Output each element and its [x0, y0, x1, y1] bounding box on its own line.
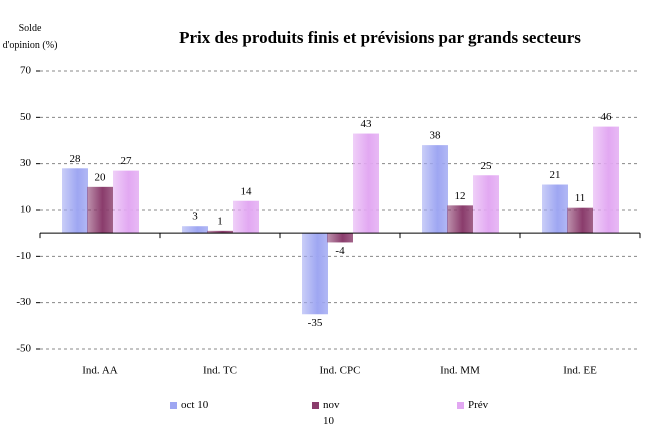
- y-tick-label: 50: [20, 111, 32, 123]
- bar: [567, 207, 593, 234]
- x-tick-label: Ind. EE: [563, 365, 597, 377]
- data-label: 43: [361, 118, 373, 130]
- bar: [327, 233, 353, 243]
- bar: [593, 126, 619, 234]
- bar: [542, 184, 568, 234]
- data-label: 21: [550, 169, 561, 181]
- legend-swatch: [312, 402, 319, 409]
- data-label: -35: [308, 317, 323, 329]
- data-label: 38: [430, 130, 442, 142]
- y-tick-label: 70: [20, 65, 32, 77]
- bar: [207, 230, 233, 234]
- data-label: 46: [601, 111, 613, 123]
- bar: [447, 205, 473, 234]
- y-tick-label: -10: [16, 250, 31, 262]
- x-tick-label: Ind. MM: [440, 365, 480, 377]
- bar: [113, 170, 139, 234]
- data-label: 3: [192, 211, 198, 223]
- bar: [87, 186, 113, 234]
- bar: [182, 226, 208, 234]
- y-tick-label: -30: [16, 296, 31, 308]
- bar: [473, 175, 499, 234]
- data-label: 11: [575, 192, 586, 204]
- data-label: 1: [217, 215, 223, 227]
- y-axis-label: Solde d'opinion (%): [2, 23, 58, 51]
- bar: [422, 145, 448, 234]
- bar: [62, 168, 88, 234]
- data-label: 27: [121, 155, 133, 167]
- y-tick-label: 10: [20, 204, 32, 216]
- bar: [302, 233, 328, 315]
- legend-label: Prév: [468, 399, 489, 411]
- legend-swatch: [457, 402, 464, 409]
- data-label: -4: [335, 245, 345, 257]
- bar: [353, 133, 379, 234]
- data-label: 14: [241, 185, 253, 197]
- y-tick-label: -50: [16, 343, 31, 355]
- legend-label: nov 10: [323, 399, 340, 427]
- x-tick-label: Ind. TC: [203, 365, 237, 377]
- y-tick-label: 30: [20, 157, 32, 169]
- bar: [233, 200, 259, 234]
- legend-swatch: [170, 402, 177, 409]
- data-label: 25: [481, 160, 493, 172]
- data-label: 20: [95, 171, 107, 183]
- data-label: 28: [70, 153, 82, 165]
- chart-title: Prix des produits finis et prévisions pa…: [179, 28, 581, 47]
- x-tick-label: Ind. CPC: [320, 365, 361, 377]
- data-label: 12: [455, 190, 466, 202]
- legend-label: oct 10: [181, 399, 209, 411]
- x-tick-label: Ind. AA: [82, 365, 118, 377]
